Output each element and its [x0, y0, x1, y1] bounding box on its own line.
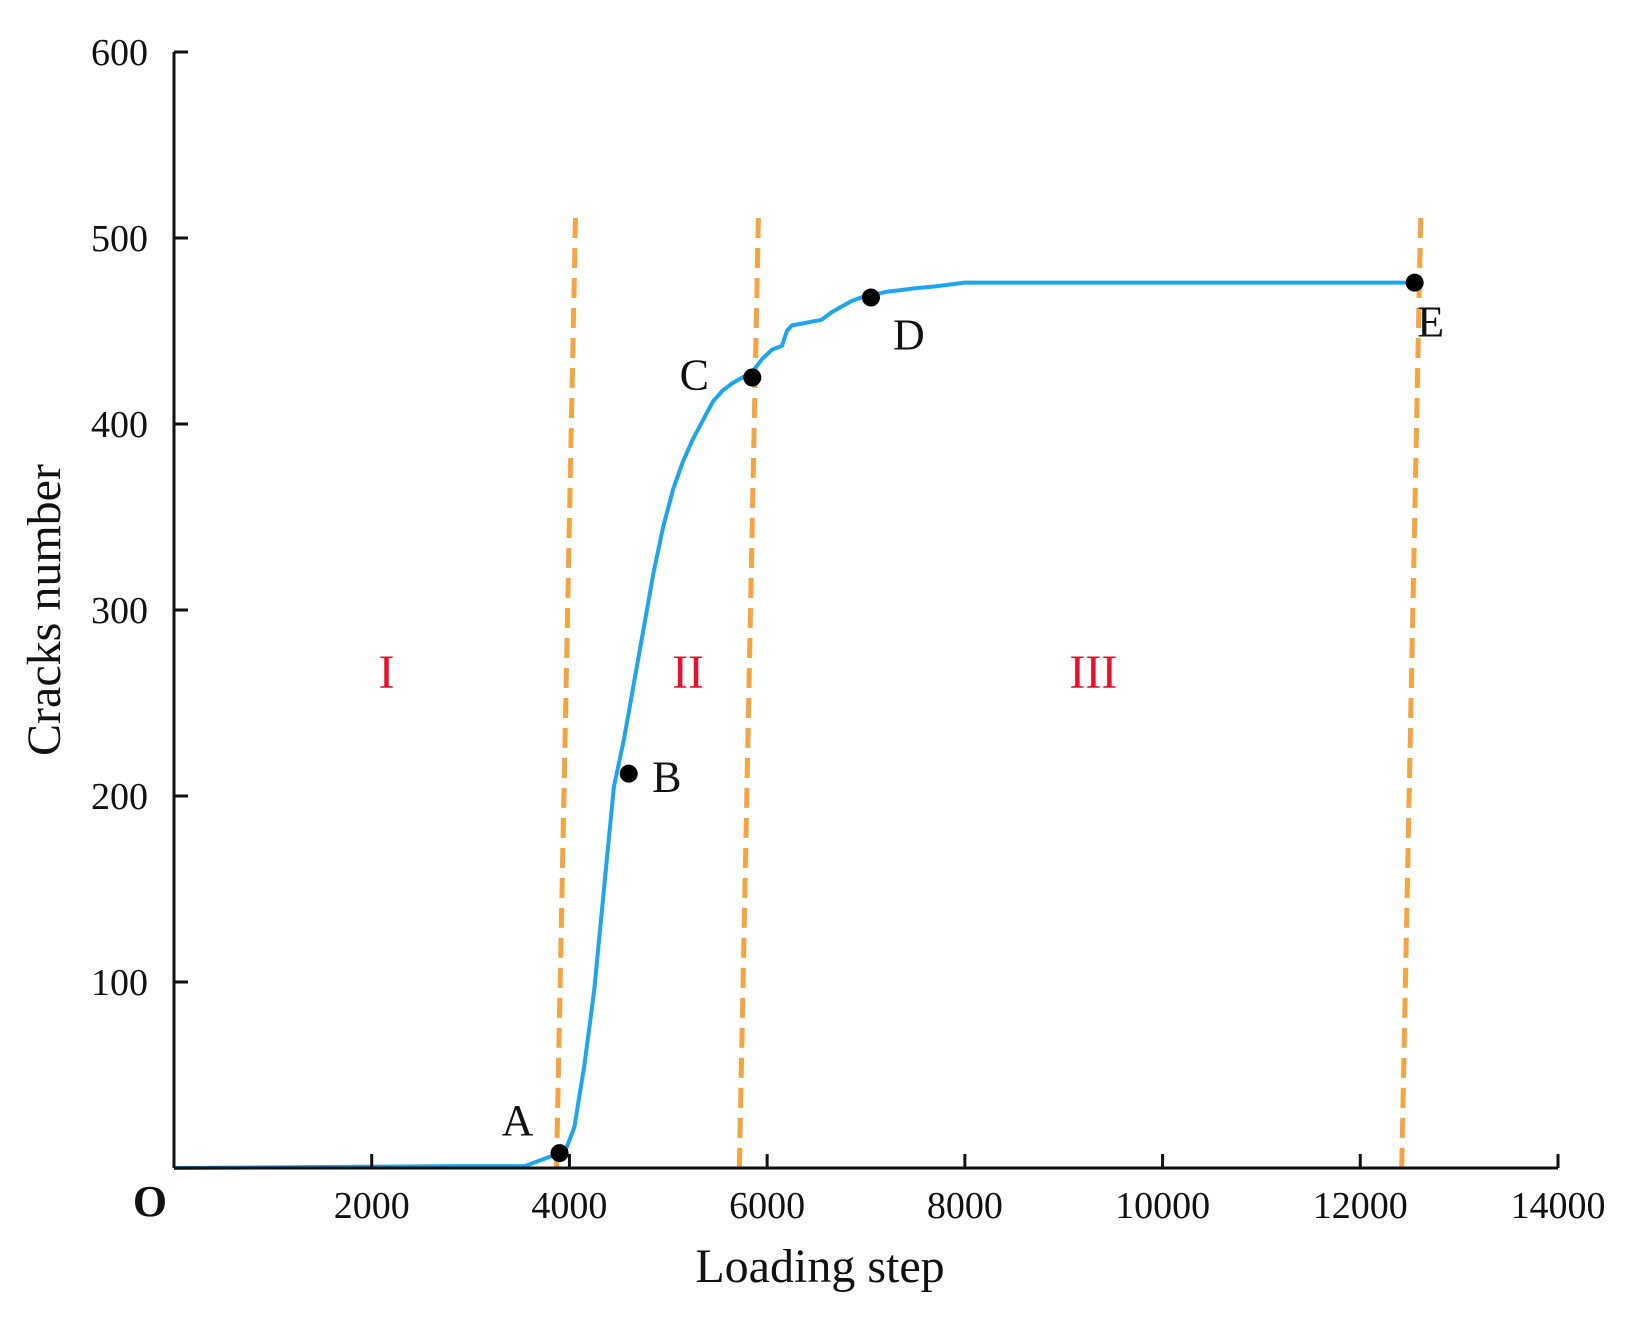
y-tick-label: 500	[91, 218, 148, 260]
point-label-b: B	[652, 753, 681, 802]
x-tick-label: 10000	[1115, 1185, 1210, 1227]
stage-label: I	[379, 646, 395, 699]
point-marker-c	[743, 368, 762, 387]
point-marker-e	[1405, 273, 1424, 292]
stage-divider-line	[736, 217, 761, 1169]
point-marker-a	[550, 1144, 569, 1163]
y-tick-label: 400	[91, 404, 148, 446]
y-tick-label: 200	[91, 776, 148, 818]
x-tick-label: 2000	[334, 1185, 410, 1227]
stage-label: III	[1069, 646, 1117, 699]
point-label-d: D	[893, 311, 925, 360]
y-tick-label: 600	[91, 32, 148, 74]
stage-labels: I II III	[379, 646, 1118, 699]
x-axis-title: Loading step	[695, 1240, 944, 1293]
x-tick-label: 6000	[729, 1185, 805, 1227]
y-axis-title: Cracks number	[18, 464, 71, 756]
point-marker-d	[861, 288, 880, 307]
key-points: A B C D E	[502, 273, 1444, 1163]
series-layer	[173, 280, 1415, 1170]
stage-label: II	[672, 646, 704, 699]
point-label-e: E	[1417, 298, 1444, 347]
x-tick-label: 14000	[1511, 1185, 1606, 1227]
stage-divider-line	[553, 217, 578, 1169]
y-tick-label: 100	[91, 962, 148, 1004]
point-label-a: A	[502, 1096, 534, 1145]
x-tick-label: 4000	[531, 1185, 607, 1227]
point-marker-b	[619, 764, 638, 783]
point-label-c: C	[680, 351, 709, 400]
stage-divider-line	[1399, 217, 1424, 1169]
series-line	[173, 280, 1415, 1170]
y-tick-label: 300	[91, 590, 148, 632]
origin-label: O	[133, 1177, 167, 1226]
x-tick-label: 8000	[927, 1185, 1003, 1227]
x-tick-label: 12000	[1313, 1185, 1408, 1227]
axes	[172, 52, 1558, 1170]
tick-layer: 2000 4000 6000 8000 10000 12000 14000 100 200 300…	[91, 32, 1606, 1227]
